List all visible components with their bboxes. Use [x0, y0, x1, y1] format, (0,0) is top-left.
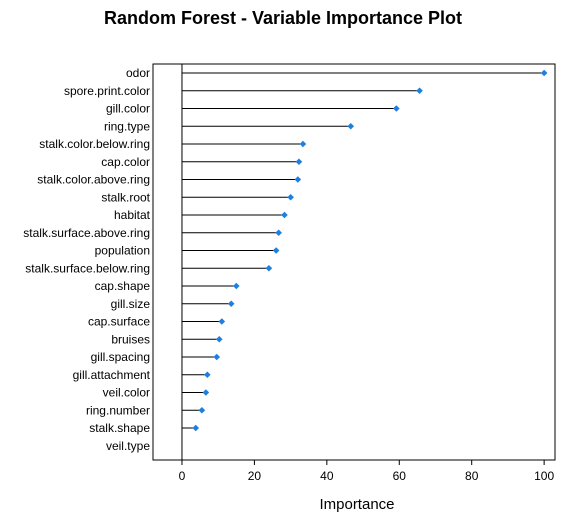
y-label-cap-surface: cap.surface: [88, 315, 150, 329]
point-ring-number: [198, 406, 206, 414]
y-label-gill-color: gill.color: [106, 102, 150, 116]
y-label-stalk-surface-above-ring: stalk.surface.above.ring: [23, 226, 150, 240]
point-cap-shape: [232, 282, 240, 290]
y-label-odor: odor: [126, 66, 150, 80]
y-label-bruises: bruises: [111, 332, 150, 346]
point-veil-color: [202, 389, 210, 396]
y-label-stalk-root: stalk.root: [101, 190, 150, 204]
x-axis-label: Importance: [319, 496, 394, 513]
y-label-stalk-surface-below-ring: stalk.surface.below.ring: [25, 261, 150, 275]
point-stalk-color-above-ring: [294, 176, 302, 183]
x-tick-label-60: 60: [393, 469, 407, 483]
plot-frame: [152, 63, 556, 461]
x-axis: 0 20 40 60 80 100: [179, 460, 554, 483]
plot-marks: [181, 64, 548, 460]
point-gill-spacing: [213, 353, 221, 361]
point-gill-size: [227, 300, 235, 308]
point-cap-color: [295, 158, 303, 166]
y-label-spore-print-color: spore.print.color: [64, 84, 150, 98]
point-cap-surface: [218, 318, 226, 325]
point-stalk-shape: [192, 424, 200, 432]
point-stalk-color-below-ring: [299, 140, 307, 148]
y-label-gill-spacing: gill.spacing: [91, 350, 150, 364]
x-tick-label-20: 20: [248, 469, 262, 483]
y-label-stalk-shape: stalk.shape: [89, 421, 150, 435]
y-label-stalk-color-below-ring: stalk.color.below.ring: [39, 137, 150, 151]
point-stalk-root: [287, 193, 294, 201]
x-tick-label-100: 100: [534, 469, 554, 483]
chart-title: Random Forest - Variable Importance Plot: [104, 8, 462, 28]
y-label-population: population: [95, 244, 150, 258]
point-gill-attachment: [204, 371, 211, 379]
point-population: [272, 247, 280, 254]
point-bruises: [215, 335, 223, 343]
x-tick-label-40: 40: [320, 469, 334, 483]
point-stalk-surface-below-ring: [265, 264, 273, 272]
y-label-gill-size: gill.size: [111, 297, 151, 311]
point-habitat: [281, 211, 288, 219]
y-label-gill-attachment: gill.attachment: [73, 368, 151, 382]
y-axis-labels: odor spore.print.color gill.color ring.type…: [23, 66, 150, 453]
point-odor: [540, 69, 548, 77]
y-label-cap-shape: cap.shape: [95, 279, 151, 293]
point-spore-print-color: [416, 87, 423, 95]
y-label-veil-color: veil.color: [103, 386, 150, 400]
y-label-ring-type: ring.type: [104, 119, 150, 133]
point-ring-type: [347, 122, 355, 130]
point-gill-color: [393, 105, 400, 112]
y-label-veil-type: veil.type: [106, 439, 150, 453]
x-tick-label-80: 80: [465, 469, 479, 483]
point-stalk-surface-above-ring: [275, 229, 282, 237]
y-label-cap-color: cap.color: [101, 155, 150, 169]
y-label-habitat: habitat: [114, 208, 151, 222]
y-label-ring-number: ring.number: [86, 403, 150, 417]
y-label-stalk-color-above-ring: stalk.color.above.ring: [37, 173, 150, 187]
x-tick-label-0: 0: [179, 469, 186, 483]
